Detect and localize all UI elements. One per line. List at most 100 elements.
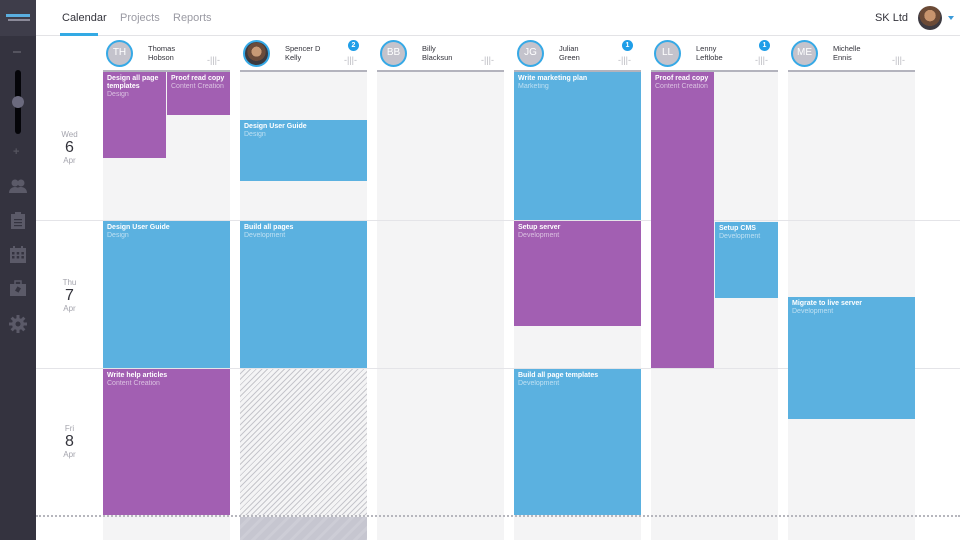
activity-pulse-icon[interactable]: -|||-	[481, 55, 495, 65]
day-divider	[36, 220, 960, 221]
person-column-header[interactable]: LL Lenny Leftlobe 1 -|||-	[651, 37, 778, 72]
event-card[interactable]: Design User Guide Design	[240, 120, 367, 181]
last-name: Green	[559, 53, 580, 62]
header-baseline	[377, 70, 504, 72]
people-icon[interactable]	[8, 176, 28, 196]
event-category: Marketing	[518, 83, 549, 90]
person-column-header[interactable]: TH Thomas Hobson -|||-	[103, 37, 230, 72]
day-label: Wed 6 Apr	[36, 130, 103, 165]
event-title: Build all page templates	[518, 372, 599, 379]
gear-icon[interactable]	[8, 314, 28, 334]
event-category: Development	[518, 380, 560, 387]
header-baseline	[651, 70, 778, 72]
event-card[interactable]: Proof read copy Content Creation	[167, 72, 230, 115]
notification-badge[interactable]: 1	[759, 40, 770, 51]
clipboard-icon[interactable]	[8, 210, 28, 230]
event-title: Setup server	[518, 224, 561, 231]
calendar-icon[interactable]	[8, 244, 28, 264]
activity-pulse-icon[interactable]: -|||-	[207, 55, 221, 65]
zoom-out-button[interactable]	[13, 51, 21, 53]
event-card[interactable]: Build all pages Development	[240, 221, 367, 368]
activity-pulse-icon[interactable]: -|||-	[755, 55, 769, 65]
person-name: Lenny Leftlobe	[696, 44, 756, 62]
tab-calendar[interactable]: Calendar	[62, 12, 107, 24]
active-tab-indicator	[60, 33, 98, 36]
schedule-grid: Wed 6 Apr Thu 7 Apr Fri 8 Apr Design all…	[36, 72, 960, 540]
person-name: Billy Blacksun	[422, 44, 482, 62]
event-card[interactable]: Design all page templates Design	[103, 72, 166, 158]
logo-bar	[6, 14, 30, 17]
day-number: 6	[65, 139, 74, 156]
user-avatar[interactable]	[918, 6, 942, 30]
event-title: Build all pages	[244, 224, 294, 231]
event-card[interactable]: Setup server Development	[514, 221, 641, 326]
event-category: Development	[244, 232, 286, 239]
event-title: Proof read copy	[655, 75, 709, 82]
last-name: Hobson	[148, 53, 174, 62]
chevron-down-icon[interactable]	[948, 16, 954, 20]
event-card[interactable]: Proof read copy Content Creation	[651, 72, 714, 368]
event-category: Development	[792, 308, 834, 315]
unavailable-time-block	[240, 369, 367, 515]
avatar: JG	[517, 40, 544, 67]
briefcase-icon[interactable]	[8, 278, 28, 298]
tab-projects[interactable]: Projects	[120, 12, 160, 24]
last-name: Ennis	[833, 53, 852, 62]
notification-badge[interactable]: 1	[622, 40, 633, 51]
event-card[interactable]: Setup CMS Development	[715, 222, 778, 298]
event-category: Design	[107, 91, 129, 98]
header-baseline	[240, 70, 367, 72]
zoom-slider-handle[interactable]	[12, 96, 24, 108]
event-title: Write marketing plan	[518, 75, 588, 82]
day-of-week: Thu	[62, 278, 77, 287]
event-category: Content Creation	[171, 83, 224, 90]
event-card[interactable]: Design User Guide Design	[103, 221, 230, 368]
event-card[interactable]: Build all page templates Development	[514, 369, 641, 515]
first-name: Spencer D	[285, 44, 321, 53]
zoom-in-button[interactable]: +	[13, 146, 20, 158]
last-name: Kelly	[285, 53, 302, 62]
first-name: Julian	[559, 44, 579, 53]
first-name: Thomas	[148, 44, 176, 53]
event-category: Content Creation	[655, 83, 708, 90]
last-name: Blacksun	[422, 53, 453, 62]
last-name: Leftlobe	[696, 53, 723, 62]
person-column-header[interactable]: BB Billy Blacksun -|||-	[377, 37, 504, 72]
avatar: ME	[791, 40, 818, 67]
schedule-column[interactable]	[377, 72, 504, 540]
event-title: Design User Guide	[107, 224, 170, 231]
tab-reports[interactable]: Reports	[173, 12, 212, 24]
company-name: SK Ltd	[874, 12, 908, 24]
person-name: Spencer D Kelly	[285, 44, 345, 62]
notification-badge[interactable]: 2	[348, 40, 359, 51]
event-title: Design User Guide	[244, 123, 307, 130]
day-label: Thu 7 Apr	[36, 278, 103, 313]
activity-pulse-icon[interactable]: -|||-	[344, 55, 358, 65]
person-column-header[interactable]: JG Julian Green 1 -|||-	[514, 37, 641, 72]
event-card[interactable]: Write help articles Content Creation	[103, 369, 230, 515]
event-card[interactable]: Migrate to live server Development	[788, 297, 915, 419]
person-column-header[interactable]: Spencer D Kelly 2 -|||-	[240, 37, 367, 72]
person-name: Michelle Ennis	[833, 44, 893, 62]
event-category: Design	[244, 131, 266, 138]
activity-pulse-icon[interactable]: -|||-	[618, 55, 632, 65]
logo-bar	[8, 19, 30, 21]
event-category: Content Creation	[107, 380, 160, 387]
day-month: Apr	[63, 450, 76, 459]
event-title: Proof read copy	[171, 75, 225, 82]
event-title: Write help articles	[107, 372, 168, 379]
top-nav: Calendar Projects Reports SK Ltd	[36, 0, 960, 36]
activity-pulse-icon[interactable]: -|||-	[892, 55, 906, 65]
person-name: Thomas Hobson	[148, 44, 208, 62]
event-card[interactable]: Write marketing plan Marketing	[514, 72, 641, 220]
person-column-header[interactable]: ME Michelle Ennis -|||-	[788, 37, 915, 72]
first-name: Lenny	[696, 44, 717, 53]
avatar: LL	[654, 40, 681, 67]
first-name: Billy	[422, 44, 436, 53]
day-divider	[36, 368, 960, 369]
menu-logo-button[interactable]	[0, 0, 36, 36]
event-title: Migrate to live server	[792, 300, 863, 307]
avatar	[243, 40, 270, 67]
avatar: BB	[380, 40, 407, 67]
event-category: Development	[518, 232, 560, 239]
